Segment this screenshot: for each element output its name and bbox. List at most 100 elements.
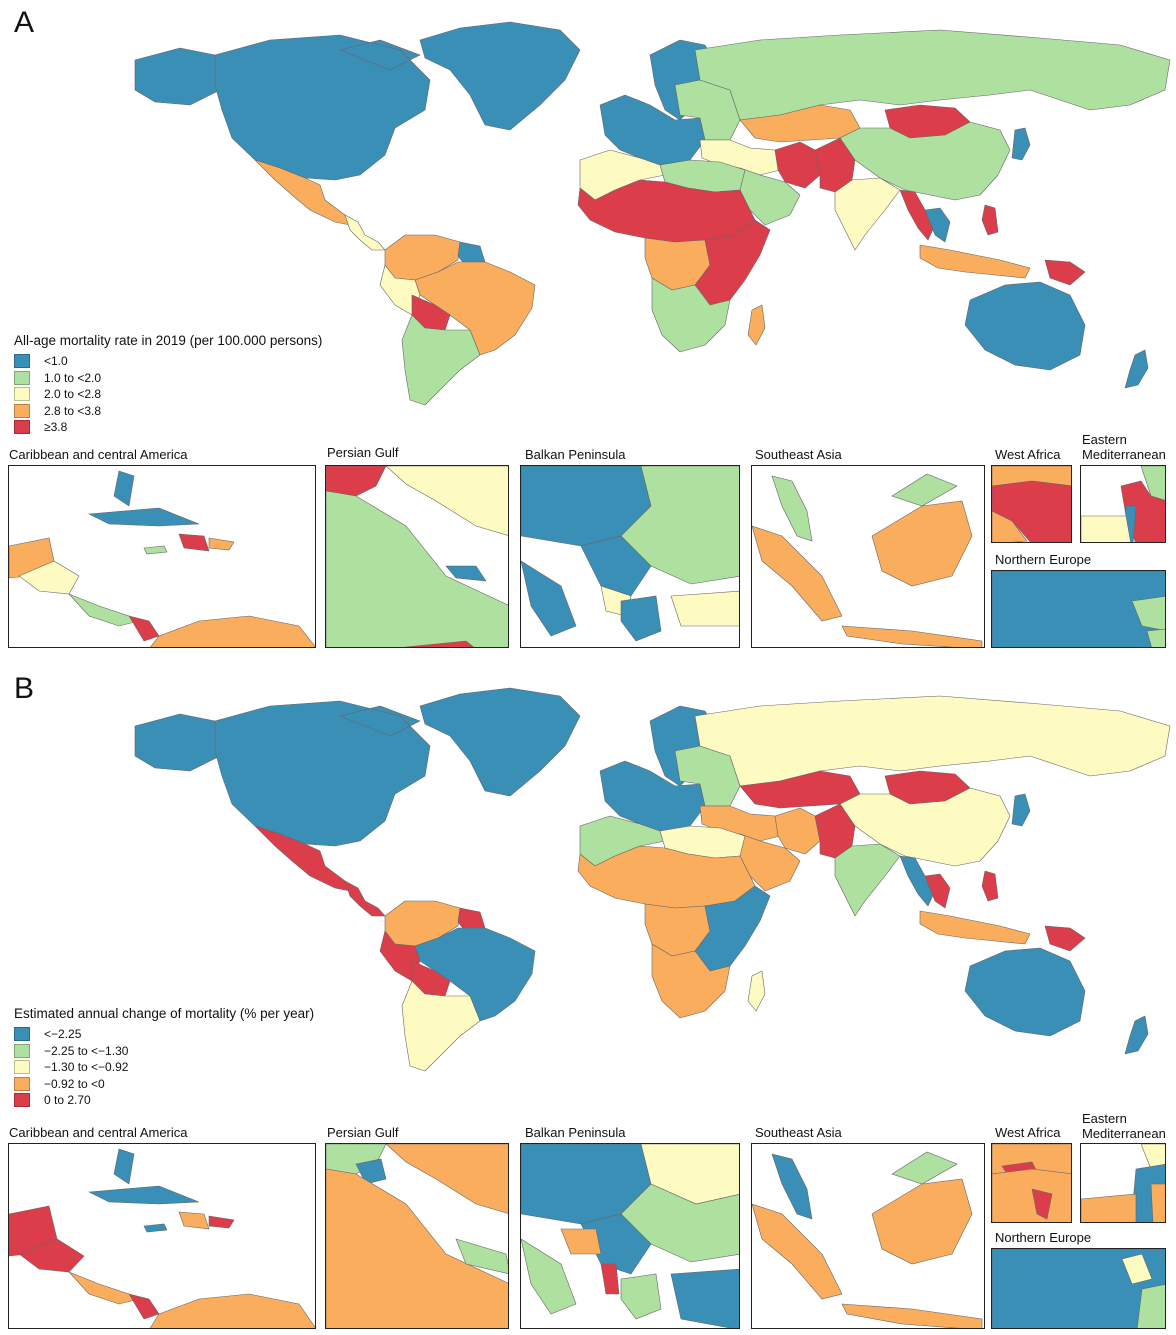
inset-region-0 (771, 1153, 813, 1220)
inset-region-5 (521, 1238, 577, 1315)
inset-map (752, 473, 983, 647)
inset-region-2 (326, 490, 508, 647)
region-southern-africa (651, 277, 731, 353)
legend-swatch (14, 1093, 30, 1108)
region-central-america (344, 880, 386, 917)
legend-label: 2.0 to <2.8 (44, 387, 102, 402)
inset-title-southeast-asia: Southeast Asia (755, 447, 842, 462)
legend-swatch (14, 1027, 30, 1042)
inset-region-1 (752, 525, 843, 622)
legend-item: 0 to 2.70 (14, 1092, 314, 1109)
inset-region-1 (1121, 1253, 1153, 1285)
inset-title-eastern-med: Eastern Mediterranean (1082, 1111, 1166, 1141)
inset-region-7 (68, 593, 140, 627)
inset-region-0 (992, 571, 1165, 647)
region-australia (964, 281, 1086, 371)
region-north-america (214, 34, 431, 181)
region-western-europe (599, 94, 706, 166)
inset-title-balkan: Balkan Peninsula (525, 447, 626, 462)
region-guiana (457, 907, 486, 932)
inset-region-2 (992, 510, 1028, 542)
region-southern-africa (651, 943, 731, 1019)
world-map (134, 687, 1171, 1072)
region-china (839, 787, 1011, 867)
region-new-zealand (1124, 349, 1149, 389)
inset-map (1081, 1144, 1165, 1222)
world-map (134, 21, 1171, 406)
panel-b: B Estimated annual change of mortality (… (0, 666, 1176, 1332)
inset-region-2 (355, 1158, 387, 1185)
inset-eastern-med (1080, 1143, 1166, 1223)
inset-title-northern-europe: Northern Europe (995, 552, 1092, 567)
inset-region-3 (891, 473, 958, 507)
region-central-america (344, 214, 386, 251)
inset-region-4 (841, 625, 983, 647)
inset-region-2 (1081, 1193, 1137, 1222)
legend-label: −1.30 to <−0.92 (44, 1060, 129, 1075)
region-western-europe (599, 760, 706, 832)
region-japan (1011, 127, 1031, 161)
legend: All-age mortality rate in 2019 (per 100.… (14, 333, 322, 436)
inset-region-1 (620, 466, 739, 585)
inset-map (992, 1249, 1165, 1328)
inset-persian-gulf (325, 1143, 509, 1329)
inset-region-6 (18, 560, 80, 595)
legend-item: ≥3.8 (14, 419, 322, 436)
inset-region-6 (18, 1238, 85, 1273)
inset-region-3 (1150, 1183, 1165, 1222)
legend-swatch (14, 403, 30, 418)
region-guiana (457, 241, 486, 266)
inset-balkan (520, 465, 740, 648)
legend: Estimated annual change of mortality (% … (14, 1006, 314, 1109)
region-indonesia (919, 244, 1031, 279)
region-argentina-chile (401, 314, 481, 406)
inset-region-0 (326, 466, 387, 497)
inset-map (326, 466, 508, 647)
legend-label: −2.25 to <−1.30 (44, 1043, 129, 1058)
legend-swatch (14, 370, 30, 385)
inset-region-2 (580, 535, 652, 597)
inset-caribbean (8, 1143, 316, 1329)
inset-region-3 (521, 560, 577, 637)
inset-southeast-asia (751, 1143, 985, 1329)
inset-title-west-africa: West Africa (995, 1125, 1061, 1140)
inset-region-4 (841, 1303, 983, 1328)
inset-region-6 (670, 590, 739, 627)
inset-region-0 (1140, 466, 1165, 501)
inset-map (992, 571, 1165, 647)
inset-region-3 (326, 1168, 508, 1328)
inset-region-1 (1131, 595, 1165, 631)
region-india (834, 177, 901, 251)
legend-label: 1.0 to <2.0 (44, 370, 102, 385)
region-philippines (981, 204, 999, 236)
inset-region-0 (992, 1249, 1165, 1328)
panel-letter: B (14, 672, 35, 705)
legend-item: 1.0 to <2.0 (14, 370, 322, 387)
inset-title-persian-gulf: Persian Gulf (327, 1125, 399, 1140)
inset-region-3 (1031, 1188, 1053, 1220)
region-myanmar-thailand (899, 855, 936, 907)
inset-eastern-med (1080, 465, 1166, 543)
region-greenland (419, 687, 581, 797)
inset-persian-gulf (325, 465, 509, 648)
region-png (1044, 259, 1086, 286)
inset-map (992, 1144, 1071, 1222)
inset-map (521, 466, 739, 642)
legend-swatch (14, 354, 30, 369)
legend-label: −0.92 to <0 (44, 1076, 105, 1091)
region-indochina (924, 207, 951, 243)
legend-item: −0.92 to <0 (14, 1076, 314, 1093)
legend-swatch (14, 1076, 30, 1091)
legend-title: Estimated annual change of mortality (% … (14, 1006, 315, 1021)
inset-region-5 (620, 595, 662, 642)
inset-map (752, 1151, 983, 1328)
region-myanmar-thailand (899, 189, 936, 241)
inset-region-2 (871, 1178, 973, 1265)
inset-west-africa (991, 465, 1072, 543)
legend-item: <−2.25 (14, 1026, 314, 1043)
region-madagascar (747, 304, 766, 346)
legend-label: 0 to 2.70 (44, 1093, 91, 1108)
inset-title-caribbean: Caribbean and central America (9, 447, 188, 462)
inset-region-9 (150, 615, 315, 647)
region-madagascar (747, 970, 766, 1012)
